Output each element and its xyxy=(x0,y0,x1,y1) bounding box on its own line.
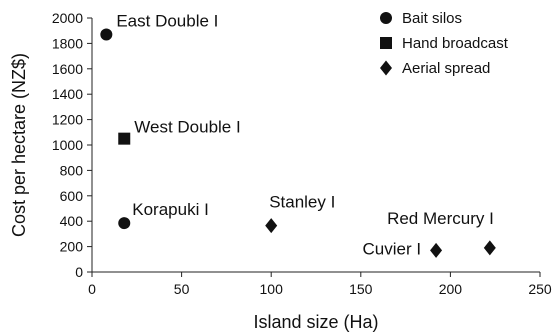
circle-marker xyxy=(100,29,112,41)
x-axis-title: Island size (Ha) xyxy=(253,312,378,332)
y-tick-label: 400 xyxy=(60,213,84,229)
point-label: Red Mercury I xyxy=(387,209,494,228)
x-tick-label: 200 xyxy=(439,281,463,297)
data-point: Cuvier I xyxy=(362,239,442,258)
y-ticks: 0 200 400 600 800 1000 1200 1400 1600 1800 2000 xyxy=(52,10,92,280)
y-tick-label: 600 xyxy=(60,188,84,204)
legend-item: Aerial spread xyxy=(380,60,490,77)
y-tick-label: 2000 xyxy=(52,10,83,26)
point-label: West Double I xyxy=(134,118,240,137)
diamond-marker xyxy=(265,218,277,233)
square-marker xyxy=(118,133,130,145)
diamond-marker xyxy=(430,243,442,258)
legend-label: Aerial spread xyxy=(402,60,490,77)
legend-label: Hand broadcast xyxy=(402,35,509,52)
legend-diamond-marker xyxy=(380,61,392,76)
diamond-marker xyxy=(484,240,496,255)
point-label: Korapuki I xyxy=(132,200,209,219)
y-axis-title: Cost per hectare (NZ$) xyxy=(9,53,29,237)
y-tick-label: 800 xyxy=(60,162,84,178)
x-tick-label: 100 xyxy=(260,281,284,297)
x-tick-label: 150 xyxy=(349,281,373,297)
x-tick-label: 250 xyxy=(528,281,552,297)
legend-item: Bait silos xyxy=(380,10,462,27)
legend-item: Hand broadcast xyxy=(380,35,509,52)
legend-square-marker xyxy=(380,37,392,49)
x-ticks: 0 50 100 150 200 250 xyxy=(88,272,552,297)
legend-label: Bait silos xyxy=(402,10,462,27)
legend: Bait silos Hand broadcast Aerial spread xyxy=(380,10,509,77)
x-tick-label: 0 xyxy=(88,281,96,297)
y-tick-label: 1200 xyxy=(52,112,83,128)
y-tick-label: 0 xyxy=(75,264,83,280)
circle-marker xyxy=(118,217,130,229)
x-tick-label: 50 xyxy=(174,281,190,297)
axes xyxy=(92,18,540,272)
y-tick-label: 1600 xyxy=(52,61,83,77)
y-tick-label: 1400 xyxy=(52,86,83,102)
legend-circle-marker xyxy=(380,12,392,24)
point-label: Stanley I xyxy=(269,193,335,212)
data-point: East Double I xyxy=(100,12,218,41)
y-tick-label: 1000 xyxy=(52,137,83,153)
y-tick-label: 200 xyxy=(60,239,84,255)
data-point: West Double I xyxy=(118,118,240,145)
point-label: East Double I xyxy=(116,12,218,31)
point-label: Cuvier I xyxy=(362,239,421,258)
data-point: Stanley I xyxy=(265,193,335,234)
data-point: Korapuki I xyxy=(118,200,209,229)
y-tick-label: 1800 xyxy=(52,35,83,51)
